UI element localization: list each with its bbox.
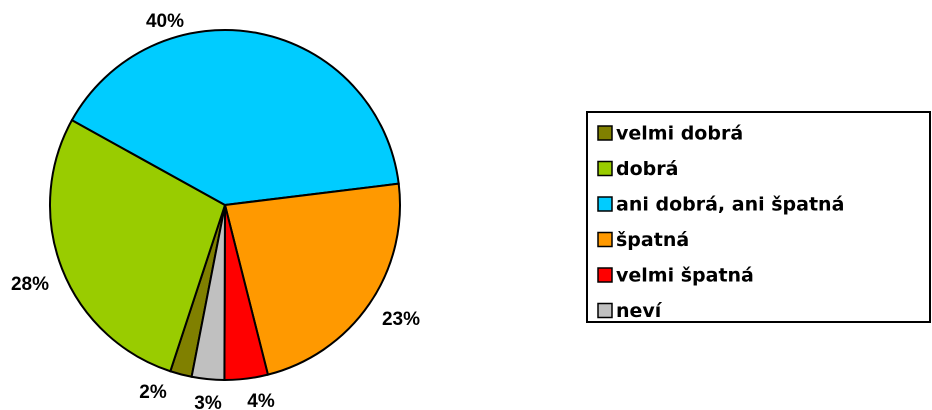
pie-slice <box>70 29 400 207</box>
pie-slice <box>190 204 226 382</box>
legend-swatch <box>597 231 613 248</box>
legend-swatch <box>597 125 613 141</box>
data-label: 4% <box>247 391 275 410</box>
legend-swatch <box>597 302 613 319</box>
legend-label: velmi dobrá <box>616 123 743 145</box>
pie-slice <box>49 118 227 373</box>
pie-slice <box>223 182 401 376</box>
legend-label: špatná <box>616 229 689 251</box>
pie <box>49 29 401 382</box>
legend: velmi dobrá dobrá ani dobrá, ani špatná špa… <box>597 123 844 322</box>
data-label: 2% <box>139 382 167 403</box>
legend-label: velmi špatná <box>616 265 754 287</box>
legend-swatch <box>597 196 613 212</box>
data-label: 23% <box>382 309 420 330</box>
legend-box <box>586 111 931 323</box>
legend-label: ani dobrá, ani špatná <box>616 194 844 216</box>
legend-label: neví <box>616 300 663 322</box>
data-label: 40% <box>146 11 184 32</box>
data-label: 3% <box>194 393 222 410</box>
legend-swatch <box>597 160 613 177</box>
legend-label: dobrá <box>616 158 678 180</box>
data-label: 28% <box>11 274 49 295</box>
legend-swatch <box>597 267 613 283</box>
